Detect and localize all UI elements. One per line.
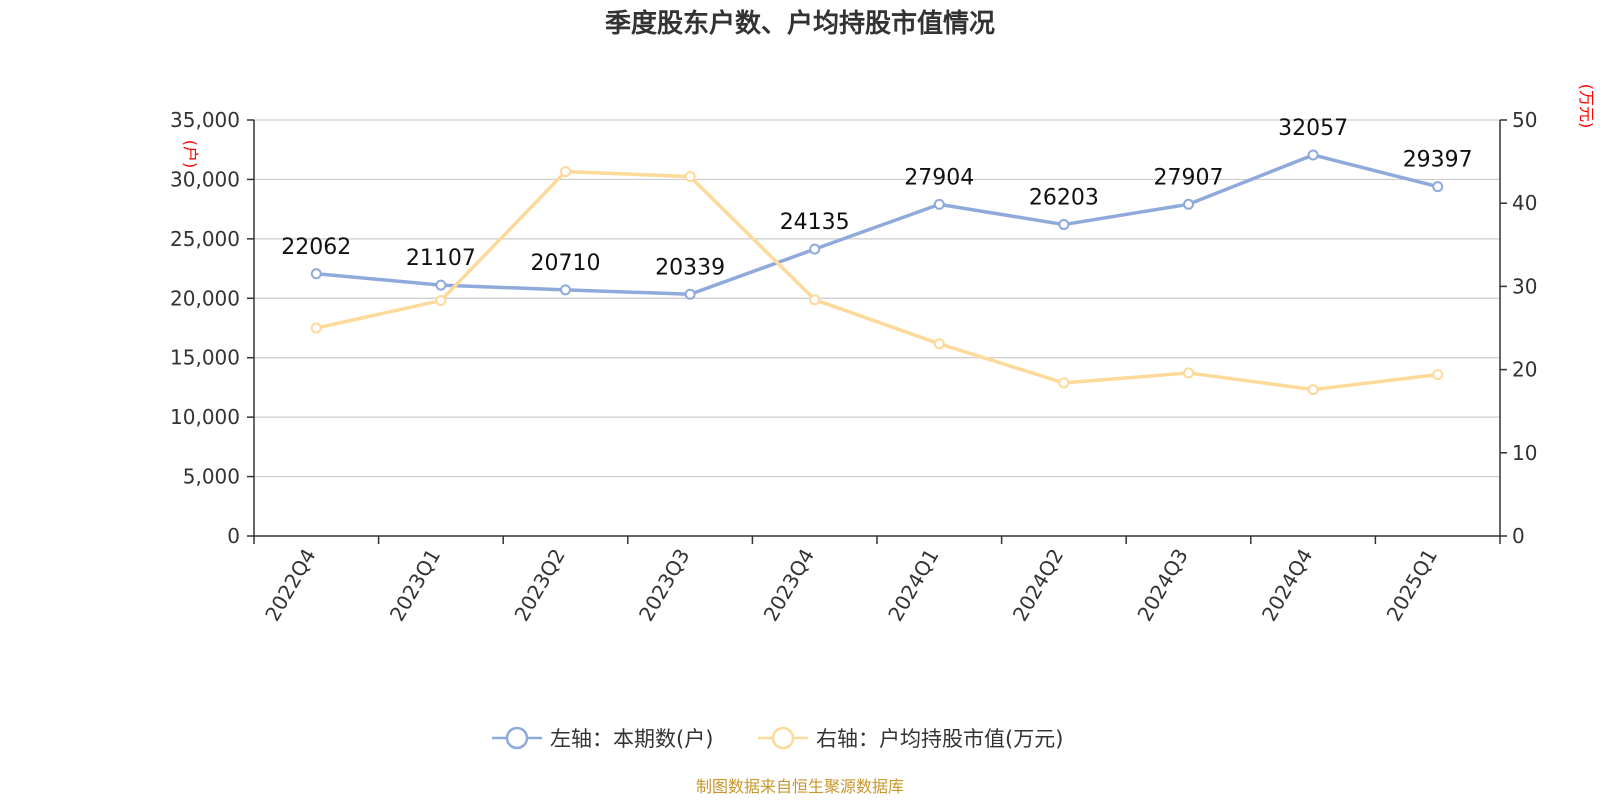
data-label: 27904 <box>904 165 974 190</box>
axes: 0 5,000 10,000 15,000 20,000 25,000 30,000 35,0… <box>170 108 1537 625</box>
data-point <box>684 171 696 183</box>
left-tick-label: 10,000 <box>170 405 240 429</box>
data-label: 27907 <box>1154 165 1224 190</box>
x-tick-label: 2025Q1 <box>1382 545 1442 626</box>
data-point <box>310 322 322 334</box>
data-label: 20339 <box>655 255 725 280</box>
gridlines <box>254 119 1500 478</box>
legend-item[interactable]: 右轴：户均持股市值(万元) <box>758 726 1063 751</box>
right-tick-label: 0 <box>1512 524 1525 548</box>
left-tick-label: 15,000 <box>170 346 240 370</box>
data-point <box>933 338 945 350</box>
data-point <box>1183 367 1194 379</box>
legend-marker <box>505 726 529 750</box>
data-point <box>435 295 447 307</box>
data-point <box>933 198 945 210</box>
left-axis-unit: (户) <box>181 140 200 169</box>
data-point <box>560 284 571 296</box>
data-point <box>809 294 821 306</box>
data-point <box>1432 181 1444 193</box>
series-line <box>316 153 1439 297</box>
data-label: 26203 <box>1029 186 1099 211</box>
data-point <box>809 243 821 255</box>
right-tick-label: 50 <box>1512 108 1537 132</box>
legend-marker <box>771 726 795 750</box>
chart-title: 季度股东户数、户均持股市值情况 <box>605 8 995 39</box>
legend[interactable]: 左轴：本期数(户) 右轴：户均持股市值(万元) <box>492 726 1063 751</box>
series-layer: 22062 21107 20710 20339 24135 27904 26203 27907… <box>281 116 1473 396</box>
data-point <box>1307 384 1319 396</box>
right-tick-label: 20 <box>1512 358 1537 382</box>
legend-label: 左轴：本期数(户) <box>550 727 713 751</box>
data-label: 29397 <box>1403 148 1473 173</box>
right-tick-label: 30 <box>1512 274 1537 298</box>
x-tick-label: 2024Q4 <box>1257 545 1317 626</box>
left-tick-label: 35,000 <box>170 108 240 132</box>
data-point <box>435 279 447 291</box>
data-label: 21107 <box>406 246 476 271</box>
x-tick-label: 2024Q1 <box>883 545 943 626</box>
data-point <box>1432 369 1444 381</box>
left-tick-label: 30,000 <box>170 167 240 191</box>
source-note: 制图数据来自恒生聚源数据库 <box>696 777 904 796</box>
left-tick-label: 0 <box>227 524 240 548</box>
data-label: 22062 <box>281 235 351 260</box>
x-tick-label: 2024Q3 <box>1132 545 1192 626</box>
x-tick-label: 2023Q2 <box>509 545 569 626</box>
data-label: 20710 <box>531 251 601 276</box>
left-tick-label: 5,000 <box>183 465 240 489</box>
data-label: 24135 <box>780 210 850 235</box>
right-axis-unit: (万元) <box>1577 84 1596 129</box>
x-tick-label: 2023Q3 <box>634 545 694 626</box>
data-point <box>684 288 696 300</box>
data-point <box>1307 149 1319 161</box>
data-point <box>310 268 322 280</box>
left-tick-label: 20,000 <box>170 286 240 310</box>
x-tick-label: 2024Q2 <box>1008 545 1068 626</box>
data-point <box>560 166 571 178</box>
data-point <box>1183 198 1194 210</box>
x-tick-label: 2023Q1 <box>385 545 445 626</box>
data-point <box>1058 219 1070 231</box>
left-tick-label: 25,000 <box>170 227 240 251</box>
legend-label: 右轴：户均持股市值(万元) <box>816 727 1063 751</box>
x-tick-label: 2023Q4 <box>759 545 819 626</box>
x-tick-label: 2022Q4 <box>260 545 320 626</box>
data-label: 32057 <box>1278 116 1348 141</box>
data-point <box>1058 377 1070 389</box>
series-line <box>315 169 1438 392</box>
legend-item[interactable]: 左轴：本期数(户) <box>492 726 713 751</box>
right-tick-label: 10 <box>1512 441 1537 465</box>
right-tick-label: 40 <box>1512 191 1537 215</box>
